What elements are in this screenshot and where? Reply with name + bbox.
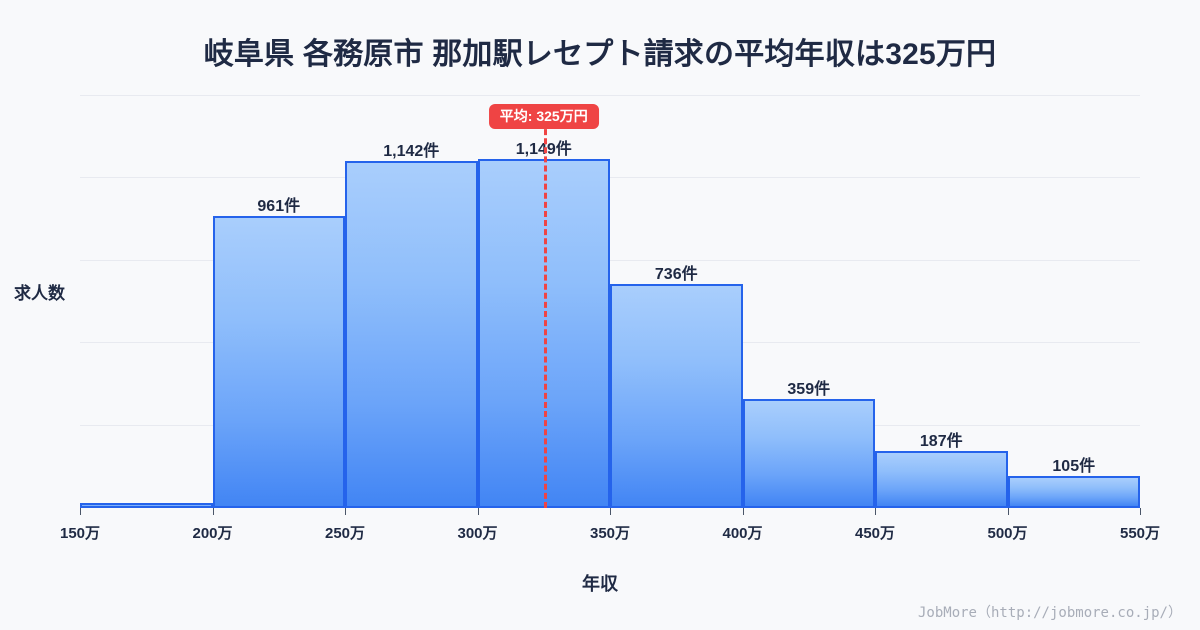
plot-area: [80, 95, 1141, 515]
x-axis-tick-label: 150万: [59, 525, 101, 542]
x-axis-tick-label: 200万: [192, 525, 233, 542]
bars-group: [80, 96, 1140, 508]
gridline: [80, 95, 1140, 96]
bar-value-label: 105件: [1052, 458, 1096, 476]
bar-value-label: 736件: [654, 266, 698, 284]
x-axis-tick-label: 450万: [854, 525, 896, 542]
chart-title: 岐阜県 各務原市 那加駅レセプト請求の平均年収は325万円: [203, 38, 997, 71]
y-axis-title: 求人数: [14, 284, 65, 303]
watermark: JobMore（http://jobmore.co.jp/）: [917, 605, 1182, 621]
x-axis-tick: [1140, 508, 1141, 515]
bar[interactable]: [80, 503, 213, 508]
x-axis-tick-label: 500万: [987, 525, 1028, 542]
x-axis-tick: [610, 508, 611, 515]
bar[interactable]: [212, 215, 345, 508]
x-axis-tick: [477, 508, 479, 515]
x-axis-tick: [742, 508, 744, 515]
x-axis-tick-label: 300万: [457, 525, 498, 542]
bar[interactable]: [742, 398, 875, 508]
bar[interactable]: [610, 284, 743, 508]
bar[interactable]: [345, 160, 478, 508]
x-axis-tick-label: 550万: [1119, 525, 1161, 542]
bar-value-label: 359件: [787, 380, 831, 398]
x-axis-tick: [1007, 508, 1009, 515]
x-axis-tick-label: 400万: [722, 525, 763, 542]
bar-value-label: 1,142件: [383, 142, 440, 160]
x-axis-tick: [212, 508, 214, 515]
x-axis-tick: [345, 508, 346, 515]
bar-value-label: 961件: [257, 197, 301, 215]
bar[interactable]: [1007, 476, 1140, 508]
x-axis-tick-label: 250万: [324, 525, 366, 542]
x-axis-tick: [875, 508, 876, 515]
x-axis-tick: [80, 508, 81, 515]
average-badge: 平均: 325万円: [488, 104, 599, 130]
bar[interactable]: [875, 451, 1008, 508]
average-line: [543, 120, 547, 508]
gridline: [80, 259, 1140, 261]
x-axis-title: 年収: [582, 574, 618, 594]
bar-value-label: 187件: [919, 433, 963, 451]
x-axis-tick-label: 350万: [589, 525, 631, 542]
gridline: [80, 177, 1140, 179]
